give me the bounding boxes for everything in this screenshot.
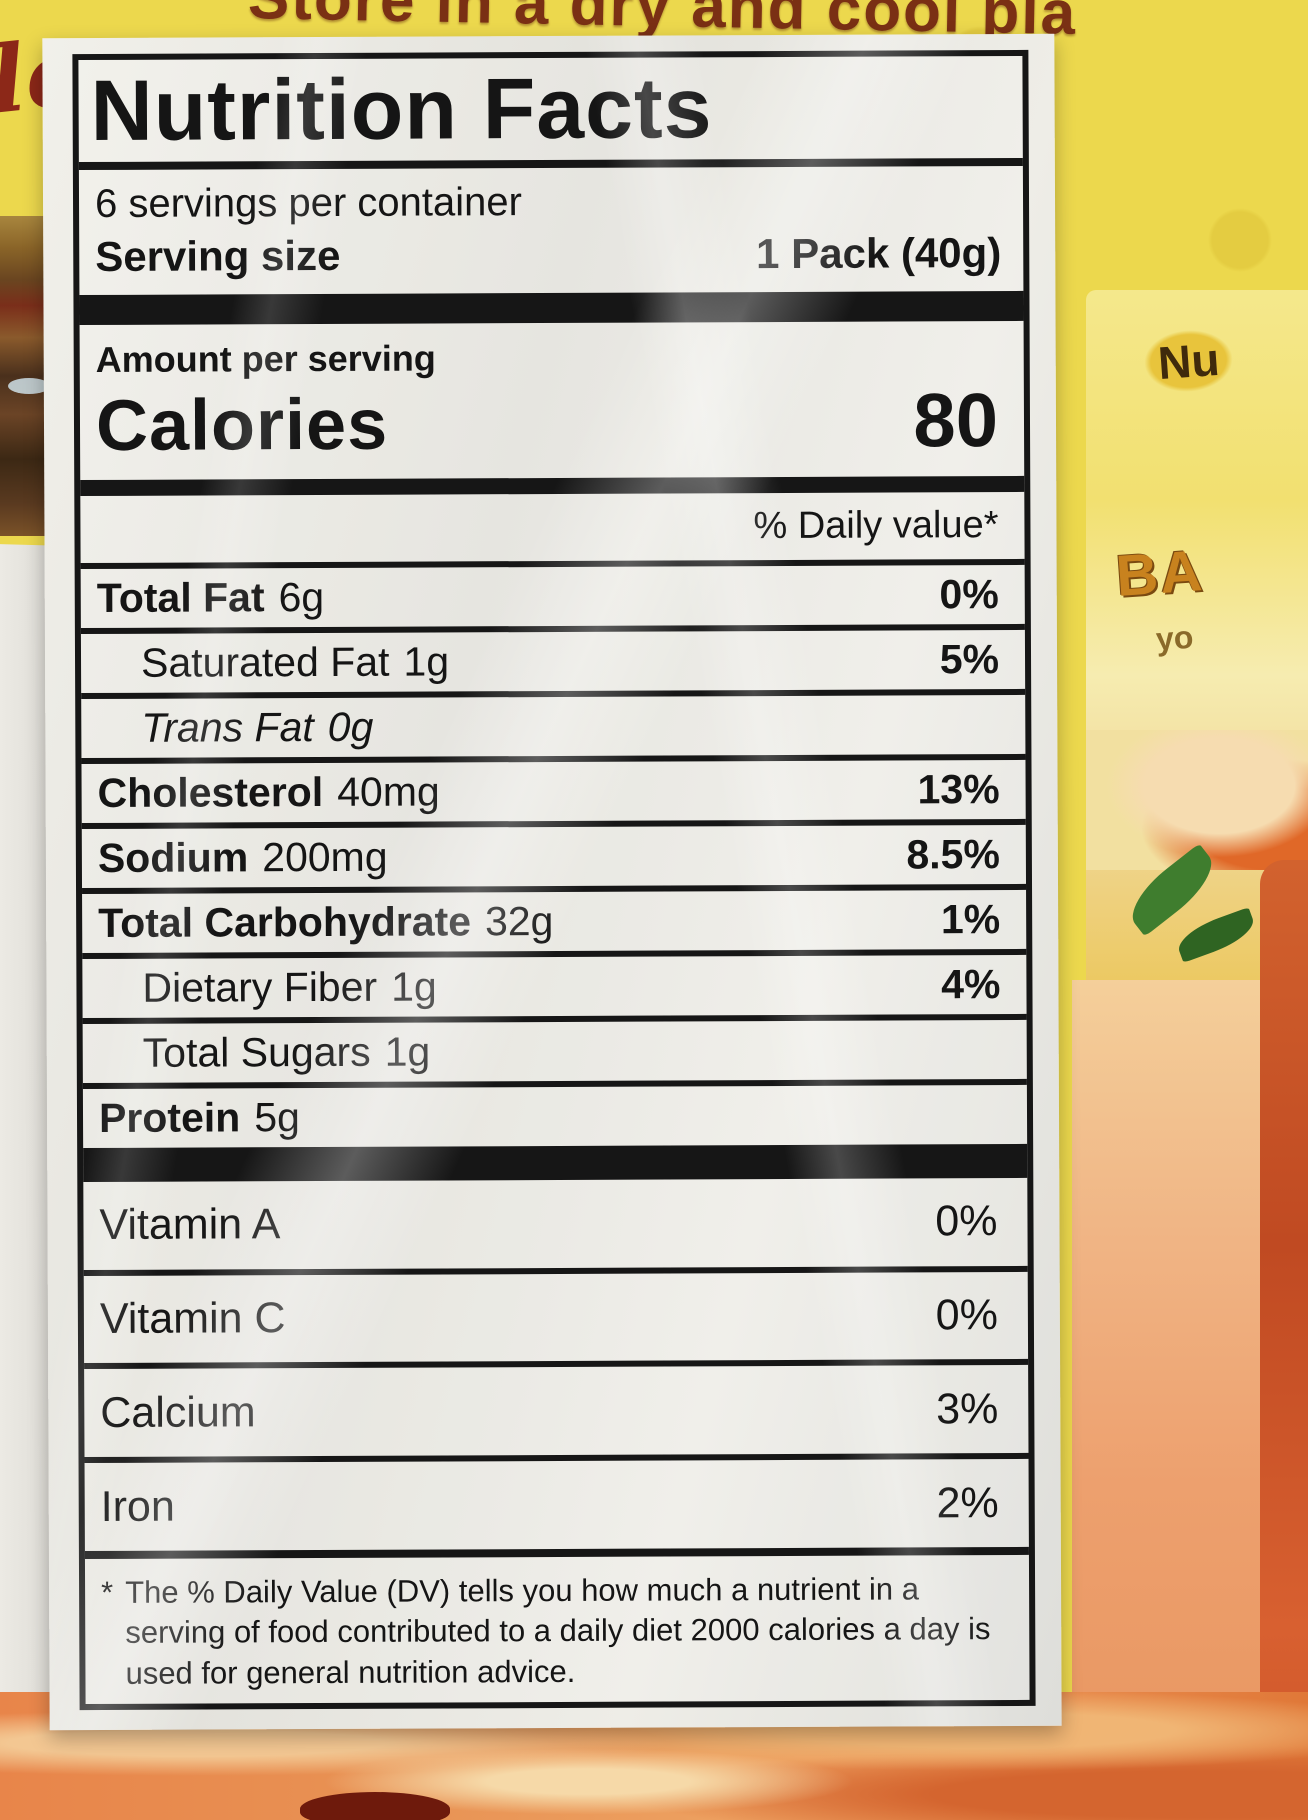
daily-value-footnote: * The % Daily Value (DV) tells you how m… <box>84 1547 1030 1705</box>
nutrient-row-total-fat: Total Fat 6g 0% <box>80 558 1025 628</box>
micronutrient-row-calcium: Calcium 3% <box>84 1359 1029 1458</box>
dv-value: 8.5% <box>906 830 1000 878</box>
footnote-text: The % Daily Value (DV) tells you how muc… <box>125 1571 991 1691</box>
amount-per-serving: Amount per serving <box>95 337 436 380</box>
dv-value: 5% <box>939 635 1000 683</box>
product-subtext: yo <box>1154 618 1195 658</box>
dv-value: 0% <box>935 1291 998 1340</box>
dv-value: 3% <box>936 1384 999 1434</box>
nutrient-row-sodium: Sodium 200mg 8.5% <box>81 818 1027 888</box>
label-title: Nutrition Facts <box>78 55 1023 170</box>
product-logo-text: Nu <box>1141 326 1236 396</box>
calories-value: 80 <box>913 377 999 464</box>
nutrient-row-saturated-fat: Saturated Fat 1g 5% <box>80 623 1026 693</box>
photo-highlight <box>8 378 50 394</box>
micronutrient-row-vitamin-a: Vitamin A 0% <box>99 1197 998 1250</box>
dv-value: 0% <box>935 1197 998 1246</box>
dv-value: 13% <box>917 765 1000 813</box>
nutrient-row-dietary-fiber: Dietary Fiber 1g 4% <box>82 948 1027 1018</box>
micronutrient-row-vitamin-c: Vitamin C 0% <box>83 1265 1029 1364</box>
right-edge-photo <box>1260 860 1308 1820</box>
nutrition-label-sticker: Nutrition Facts 6 servings per container… <box>42 33 1062 1731</box>
nutrient-row-total-carbohydrate: Total Carbohydrate 32g 1% <box>82 883 1027 953</box>
footnote-marker: * <box>101 1575 114 1611</box>
servings-per-container: 6 servings per container <box>94 179 523 226</box>
section-divider-thick <box>83 1143 1028 1182</box>
micronutrient-row-iron: Iron 2% <box>84 1453 1029 1552</box>
nutrient-row-trans-fat: Trans Fat 0g <box>81 688 1026 758</box>
serving-size-row: Serving size 1 Pack (40g) <box>79 223 1023 295</box>
bottom-photo-mark <box>300 1792 450 1820</box>
nutrient-rows: Total Fat 6g 0% Saturated Fat 1g 5% Trans … <box>80 558 1028 1148</box>
serving-size-value: 1 Pack (40g) <box>756 228 1002 277</box>
dv-value: 0% <box>939 570 999 618</box>
leaf-decoration <box>1173 907 1259 963</box>
nutrient-row-protein: Protein 5g <box>82 1078 1028 1148</box>
product-brand-text: BA <box>1113 538 1206 609</box>
daily-value-header: % Daily value* <box>753 503 999 547</box>
dv-value: 2% <box>936 1478 999 1527</box>
calories-label: Calories <box>95 384 389 466</box>
serving-size-label: Serving size <box>95 231 341 280</box>
dv-value: 1% <box>940 895 1001 943</box>
calories-row: Calories 80 <box>80 377 1024 480</box>
product-thumbnail: Nu BA yo <box>1086 290 1308 990</box>
micronutrient-rows: Vitamin A 0% Vitamin C 0% Calcium 3% Iro… <box>83 1178 1029 1552</box>
dv-value: 4% <box>941 960 1001 1008</box>
nutrient-row-total-sugars: Total Sugars 1g <box>82 1013 1027 1083</box>
section-divider-thick <box>79 290 1024 325</box>
nutrition-label: Nutrition Facts 6 servings per container… <box>72 49 1036 1711</box>
nutrient-row-cholesterol: Cholesterol 40mg 13% <box>81 753 1026 823</box>
